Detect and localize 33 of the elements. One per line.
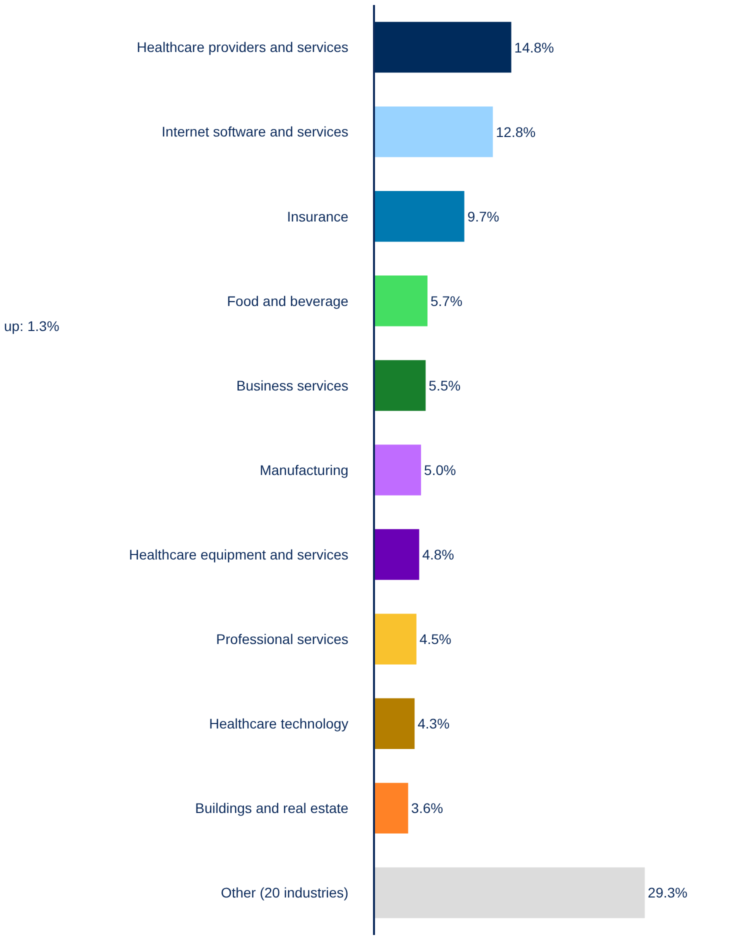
data-label: 12.8% bbox=[496, 124, 536, 140]
data-label: 14.8% bbox=[514, 39, 554, 56]
bar bbox=[375, 106, 493, 158]
y-tick-label: Insurance bbox=[286, 208, 349, 224]
y-tick-label: Professional services bbox=[216, 630, 348, 647]
text: up: 1.3% bbox=[4, 318, 60, 334]
y-tick-label: Other (20 industries) bbox=[220, 884, 348, 901]
bar bbox=[375, 782, 408, 834]
data-label: 4.8% bbox=[422, 546, 454, 563]
bar bbox=[375, 444, 422, 496]
y-tick-label: Business services bbox=[236, 377, 348, 394]
bar bbox=[375, 529, 420, 580]
data-label: 29.3% bbox=[648, 884, 688, 901]
data-label: 5.7% bbox=[430, 292, 462, 309]
bar bbox=[375, 276, 428, 326]
y-tick-label: Manufacturing bbox=[260, 462, 348, 478]
y-tick-label: Food and beverage bbox=[227, 292, 349, 309]
data-label: 9.7% bbox=[467, 208, 500, 224]
data-label: 3.6% bbox=[411, 800, 444, 816]
y-tick-label: Healthcare technology bbox=[209, 716, 348, 732]
bar bbox=[375, 191, 464, 242]
y-tick-label: Healthcare equipment and services bbox=[128, 546, 348, 562]
bar bbox=[375, 360, 426, 411]
y-tick-label: Buildings and real estate bbox=[195, 800, 349, 816]
data-label: 4.3% bbox=[418, 716, 450, 732]
bar bbox=[375, 867, 645, 918]
y-tick-label: Healthcare providers and services bbox=[136, 39, 348, 56]
bar bbox=[375, 698, 415, 749]
y-tick-label: Internet software and services bbox=[162, 124, 348, 140]
data-label: 5.5% bbox=[428, 377, 461, 394]
bar bbox=[375, 614, 416, 664]
data-label: 4.5% bbox=[419, 631, 452, 648]
data-label: 5.0% bbox=[424, 462, 456, 478]
